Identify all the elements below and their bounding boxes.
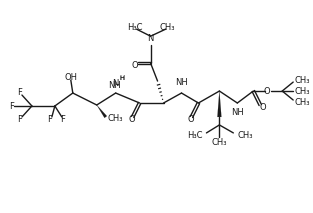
Text: H: H	[119, 75, 124, 81]
Text: N: N	[147, 34, 154, 43]
Text: H: H	[119, 76, 124, 81]
Text: F: F	[48, 115, 52, 124]
Text: NH: NH	[231, 108, 244, 118]
Text: CH₃: CH₃	[237, 131, 253, 140]
Text: H₃C: H₃C	[127, 23, 142, 32]
Text: CH₃: CH₃	[294, 98, 310, 106]
Text: NH: NH	[108, 81, 121, 89]
Text: O: O	[260, 104, 267, 112]
Text: NH: NH	[175, 78, 188, 86]
Text: N: N	[112, 79, 119, 88]
Text: CH₃: CH₃	[294, 86, 310, 96]
Text: F: F	[9, 102, 14, 111]
Text: CH₃: CH₃	[294, 76, 310, 85]
Text: CH₃: CH₃	[160, 23, 175, 32]
Text: F: F	[18, 88, 23, 96]
Text: CH₃: CH₃	[108, 114, 123, 124]
Text: H₃C: H₃C	[187, 131, 203, 140]
Polygon shape	[218, 91, 221, 117]
Text: O: O	[131, 61, 138, 70]
Polygon shape	[97, 105, 107, 118]
Text: OH: OH	[64, 73, 77, 82]
Text: F: F	[60, 115, 65, 124]
Text: O: O	[128, 115, 135, 124]
Text: F: F	[18, 115, 23, 124]
Text: O: O	[187, 115, 194, 124]
Text: O: O	[264, 86, 270, 96]
Text: CH₃: CH₃	[212, 138, 227, 147]
